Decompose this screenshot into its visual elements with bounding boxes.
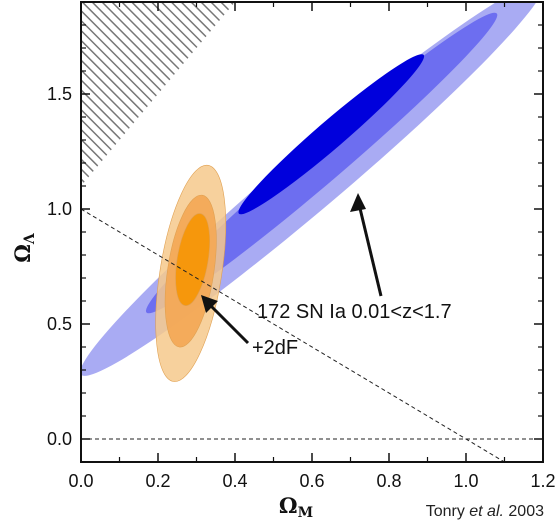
plot-area	[81, 2, 543, 462]
y-tick-label: 1.5	[47, 84, 72, 104]
x-axis-ticks: 0.0 0.2 0.4 0.6 0.8 1.0 1.2	[68, 2, 556, 491]
annotations: 172 SN Ia 0.01<z<1.7 +2dF	[201, 193, 452, 359]
y-tick-label: 0.0	[47, 429, 72, 449]
x-tick-label: 1.2	[530, 471, 555, 491]
credit-text: Tonry et al. 2003	[426, 503, 544, 520]
annotation-arrowhead-2df	[201, 295, 218, 313]
contour-sn-middle	[145, 12, 498, 314]
contour-sn-inner	[238, 54, 425, 215]
excluded-region-hatched	[81, 2, 235, 186]
x-tick-label: 0.6	[299, 471, 324, 491]
y-tick-label: 0.5	[47, 314, 72, 334]
annotation-arrow-2df	[203, 298, 250, 345]
annotation-arrowhead-sn	[350, 193, 366, 212]
x-axis-label: ΩM	[279, 493, 313, 521]
annotation-2df-label: +2dF	[252, 337, 298, 359]
x-tick-label: 0.4	[222, 471, 247, 491]
annotation-arrow-sn	[356, 199, 383, 297]
flat-universe-line	[81, 208, 506, 462]
y-axis-ticks: 0.0 0.5 1.0 1.5	[47, 1, 543, 463]
x-tick-label: 0.2	[145, 471, 170, 491]
x-tick-label: 0.8	[376, 471, 401, 491]
contour-2df-inner	[175, 213, 210, 306]
x-tick-label: 1.0	[453, 471, 478, 491]
y-tick-label: 1.0	[47, 199, 72, 219]
annotation-sn-label: 172 SN Ia 0.01<z<1.7	[257, 301, 452, 323]
y-axis-label: ΩΛ	[10, 232, 38, 263]
x-tick-label: 0.0	[68, 471, 93, 491]
